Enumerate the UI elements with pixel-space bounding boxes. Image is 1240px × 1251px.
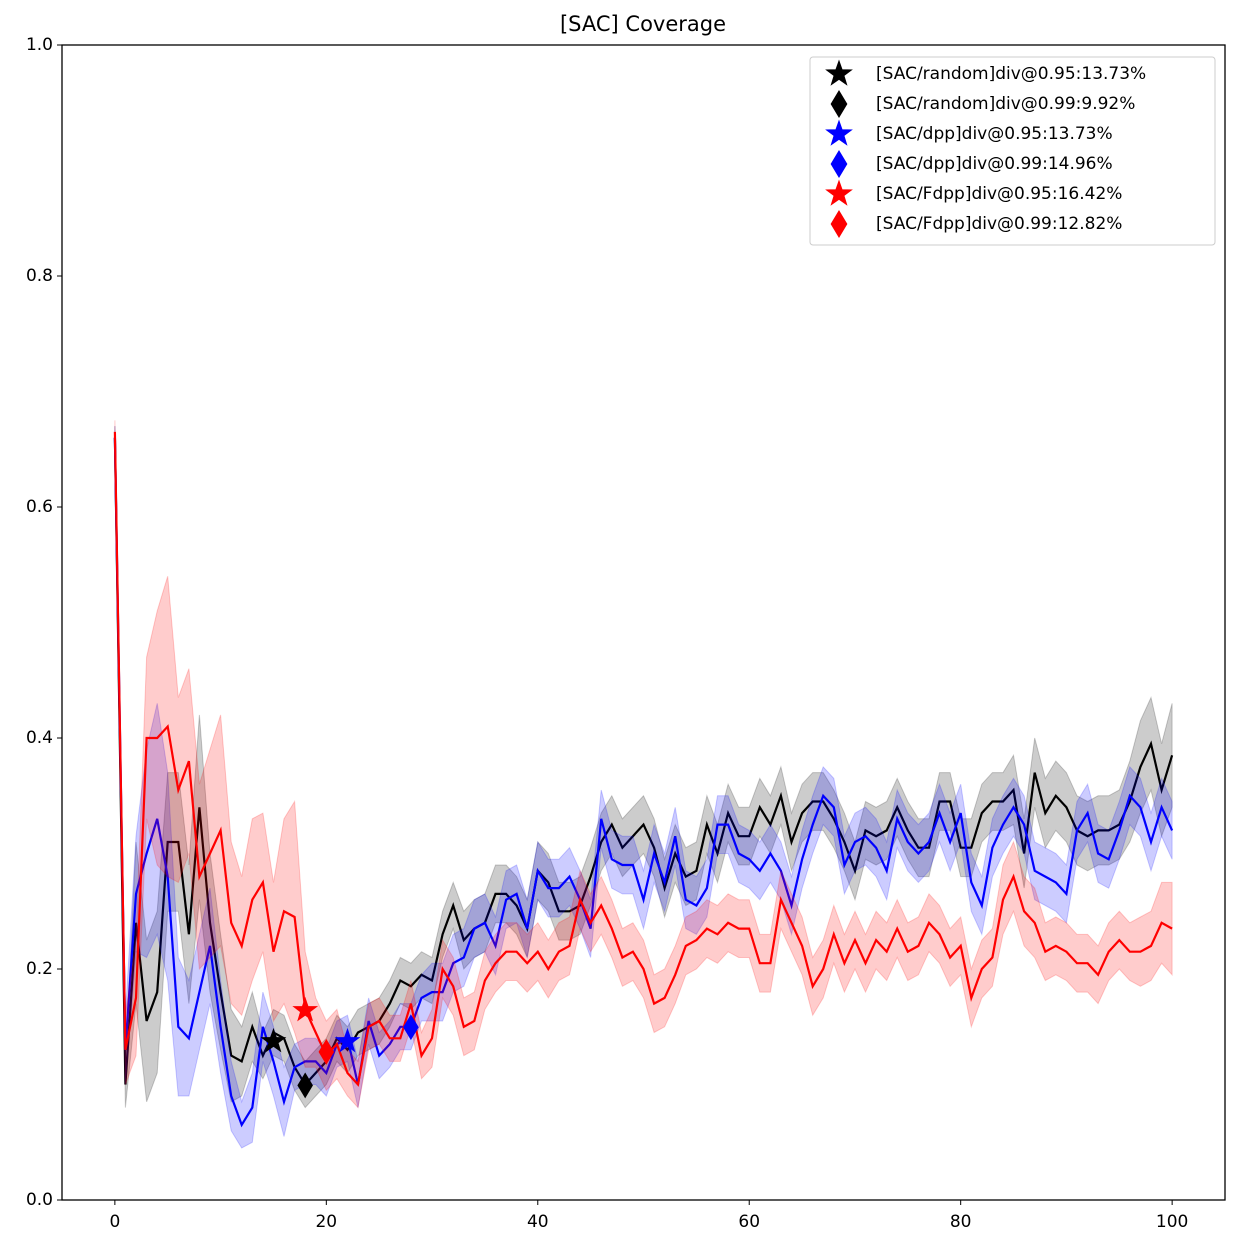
legend-symbol [825, 59, 853, 86]
y-tick-label: 0.0 [26, 1190, 53, 1210]
y-tick-label: 0.8 [26, 266, 53, 286]
x-tick-label: 60 [738, 1212, 760, 1232]
marker [260, 1027, 287, 1053]
legend-label: [SAC/random]div@0.99:9.92% [876, 94, 1135, 114]
legend-symbol [830, 150, 848, 178]
legend-symbol [830, 210, 848, 238]
series-line [113, 437, 1174, 1128]
x-tick-label: 20 [315, 1212, 337, 1232]
legend-box [809, 56, 1216, 246]
legend-label: [SAC/random]div@0.95:13.73% [876, 64, 1146, 84]
legend-label: [SAC/Fdpp]div@0.95:16.42% [876, 184, 1122, 204]
x-tick-label: 100 [1156, 1212, 1188, 1232]
error-band [114, 426, 1173, 1149]
series-line [113, 431, 1173, 1087]
error-band [114, 426, 1173, 1109]
error-band [114, 420, 1173, 1109]
y-tick-label: 0.6 [26, 497, 53, 517]
marker [334, 1027, 361, 1053]
legend-symbol [825, 179, 853, 206]
marker [297, 1072, 313, 1099]
plot-area [113, 420, 1174, 1149]
y-tick-label: 1.0 [26, 35, 53, 55]
marker [403, 1014, 419, 1041]
legend-label: [SAC/dpp]div@0.99:14.96% [876, 154, 1113, 174]
series-line [113, 437, 1174, 1087]
y-tick-label: 0.4 [26, 728, 53, 748]
axes-frame [61, 44, 1226, 1201]
x-tick-label: 0 [109, 1212, 120, 1232]
legend-symbol [830, 90, 848, 118]
marker [318, 1038, 335, 1065]
y-tick-label: 0.2 [26, 959, 53, 979]
legend-label: [SAC/dpp]div@0.95:13.73% [876, 124, 1113, 144]
x-tick-label: 40 [527, 1212, 549, 1232]
legend-label: [SAC/Fdpp]div@0.99:12.82% [876, 214, 1122, 234]
chart-title: [SAC] Coverage [560, 12, 726, 36]
x-tick-label: 80 [950, 1212, 972, 1232]
marker [292, 996, 319, 1022]
legend-symbol [825, 119, 853, 146]
